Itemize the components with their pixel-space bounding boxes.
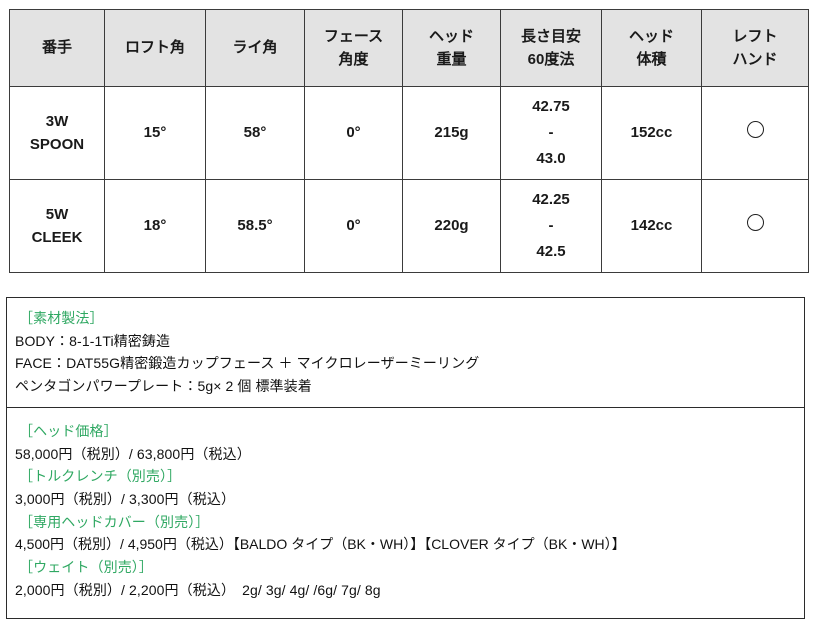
column-header-head-weight-line1: ヘッド [428, 27, 474, 45]
price-heading-head: ［ヘッド価格］ [19, 423, 118, 439]
price-line-headcover: 4,500円（税別）/ 4,950円（税込）【BALDO タイプ（BK・WH）】… [15, 536, 626, 553]
circle-available-icon [746, 120, 764, 138]
column-header-left-hand-line1: レフト [732, 27, 778, 45]
notes-box: ［素材製法］ BODY：8-1-1Ti精密鋳造 FACE：DAT55G精密鍛造カ… [6, 297, 805, 619]
column-header-left-hand: レフト ハンド [701, 9, 809, 87]
column-header-loft: ロフト角 [104, 9, 206, 87]
cell-model-line1: 3W [45, 112, 69, 130]
column-header-face-angle-line2: 角度 [338, 51, 369, 68]
circle-available-icon [746, 213, 764, 231]
material-face-line: FACE：DAT55G精密鍛造カップフェース ＋ マイクロレーザーミーリング [15, 355, 480, 372]
column-header-length-line1: 長さ目安 [520, 27, 581, 45]
column-header-head-weight: ヘッド 重量 [402, 9, 501, 87]
cell-length-top: 42.25 [532, 190, 570, 208]
table-row: 5W CLEEK 18° 58.5° 0° 220g 42.25 - 42.5 … [9, 179, 809, 273]
cell-model: 5W CLEEK [9, 179, 105, 273]
column-header-head-volume-line2: 体積 [636, 51, 667, 68]
cell-head-weight: 220g [402, 179, 501, 273]
column-header-lie: ライ角 [205, 9, 305, 87]
cell-left-hand [701, 86, 809, 180]
column-header-head-weight-line2: 重量 [436, 51, 467, 68]
cell-lie: 58.5° [205, 179, 305, 273]
cell-model: 3W SPOON [9, 86, 105, 180]
cell-length-separator: - [548, 216, 554, 234]
cell-model-line2: SPOON [29, 136, 85, 153]
column-header-loft-line1: ロフト角 [124, 39, 185, 57]
cell-left-hand [701, 179, 809, 273]
cell-loft: 18° [104, 179, 206, 273]
material-plate-line: ペンタゴンパワープレート：5g× 2 個 標準装着 [15, 378, 312, 395]
cell-length: 42.75 - 43.0 [500, 86, 602, 180]
column-header-left-hand-line2: ハンド [732, 51, 778, 68]
cell-model-line1: 5W [45, 205, 69, 223]
cell-face-angle: 0° [304, 86, 403, 180]
column-header-lie-line1: ライ角 [232, 39, 278, 57]
column-header-head-volume-line1: ヘッド [628, 27, 674, 45]
cell-model-line2: CLEEK [31, 229, 83, 246]
price-line-weight: 2,000円（税別）/ 2,200円（税込） 2g/ 3g/ 4g/ /6g/ … [15, 581, 381, 598]
cell-head-volume: 142cc [601, 179, 702, 273]
price-line-torque-wrench: 3,000円（税別）/ 3,300円（税込） [15, 491, 236, 508]
spec-table-container: 番手 ロフト角 ライ角 フェース 角度 ヘッド 重量 長さ目安 [9, 9, 809, 273]
table-row: 3W SPOON 15° 58° 0° 215g 42.75 - 43.0 15… [9, 86, 809, 180]
price-heading-weight: ［ウェイト（別売）］ [19, 559, 153, 576]
column-header-length: 長さ目安 60度法 [500, 9, 602, 87]
cell-loft: 15° [104, 86, 206, 180]
cell-length-top: 42.75 [532, 97, 570, 115]
table-header-row: 番手 ロフト角 ライ角 フェース 角度 ヘッド 重量 長さ目安 [9, 9, 809, 87]
cell-length-separator: - [548, 123, 554, 141]
cell-head-weight: 215g [402, 86, 501, 180]
cell-length: 42.25 - 42.5 [500, 179, 602, 273]
column-header-face-angle-line1: フェース [323, 27, 384, 45]
column-header-face-angle: フェース 角度 [304, 9, 403, 87]
column-header-length-line2: 60度法 [527, 51, 575, 68]
cell-face-angle: 0° [304, 179, 403, 273]
material-body-line: BODY：8-1-1Ti精密鋳造 [15, 332, 171, 349]
column-header-model: 番手 [9, 9, 105, 87]
column-header-head-volume: ヘッド 体積 [601, 9, 702, 87]
price-heading-torque-wrench: ［トルクレンチ（別売）］ [19, 468, 182, 485]
material-section: ［素材製法］ BODY：8-1-1Ti精密鋳造 FACE：DAT55G精密鍛造カ… [7, 298, 804, 408]
cell-length-bottom: 42.5 [536, 243, 566, 261]
pricing-section: ［ヘッド価格］ 58,000円（税別）/ 63,800円（税込） ［トルクレンチ… [7, 408, 804, 605]
material-section-heading: ［素材製法］ [19, 310, 104, 326]
cell-head-volume: 152cc [601, 86, 702, 180]
cell-length-bottom: 43.0 [536, 150, 566, 168]
price-line-head: 58,000円（税別）/ 63,800円（税込） [15, 445, 251, 462]
cell-lie: 58° [205, 86, 305, 180]
column-header-model-line1: 番手 [41, 39, 72, 57]
price-heading-headcover: ［専用ヘッドカバー（別売）］ [19, 513, 210, 530]
spec-table: 番手 ロフト角 ライ角 フェース 角度 ヘッド 重量 長さ目安 [9, 9, 809, 273]
